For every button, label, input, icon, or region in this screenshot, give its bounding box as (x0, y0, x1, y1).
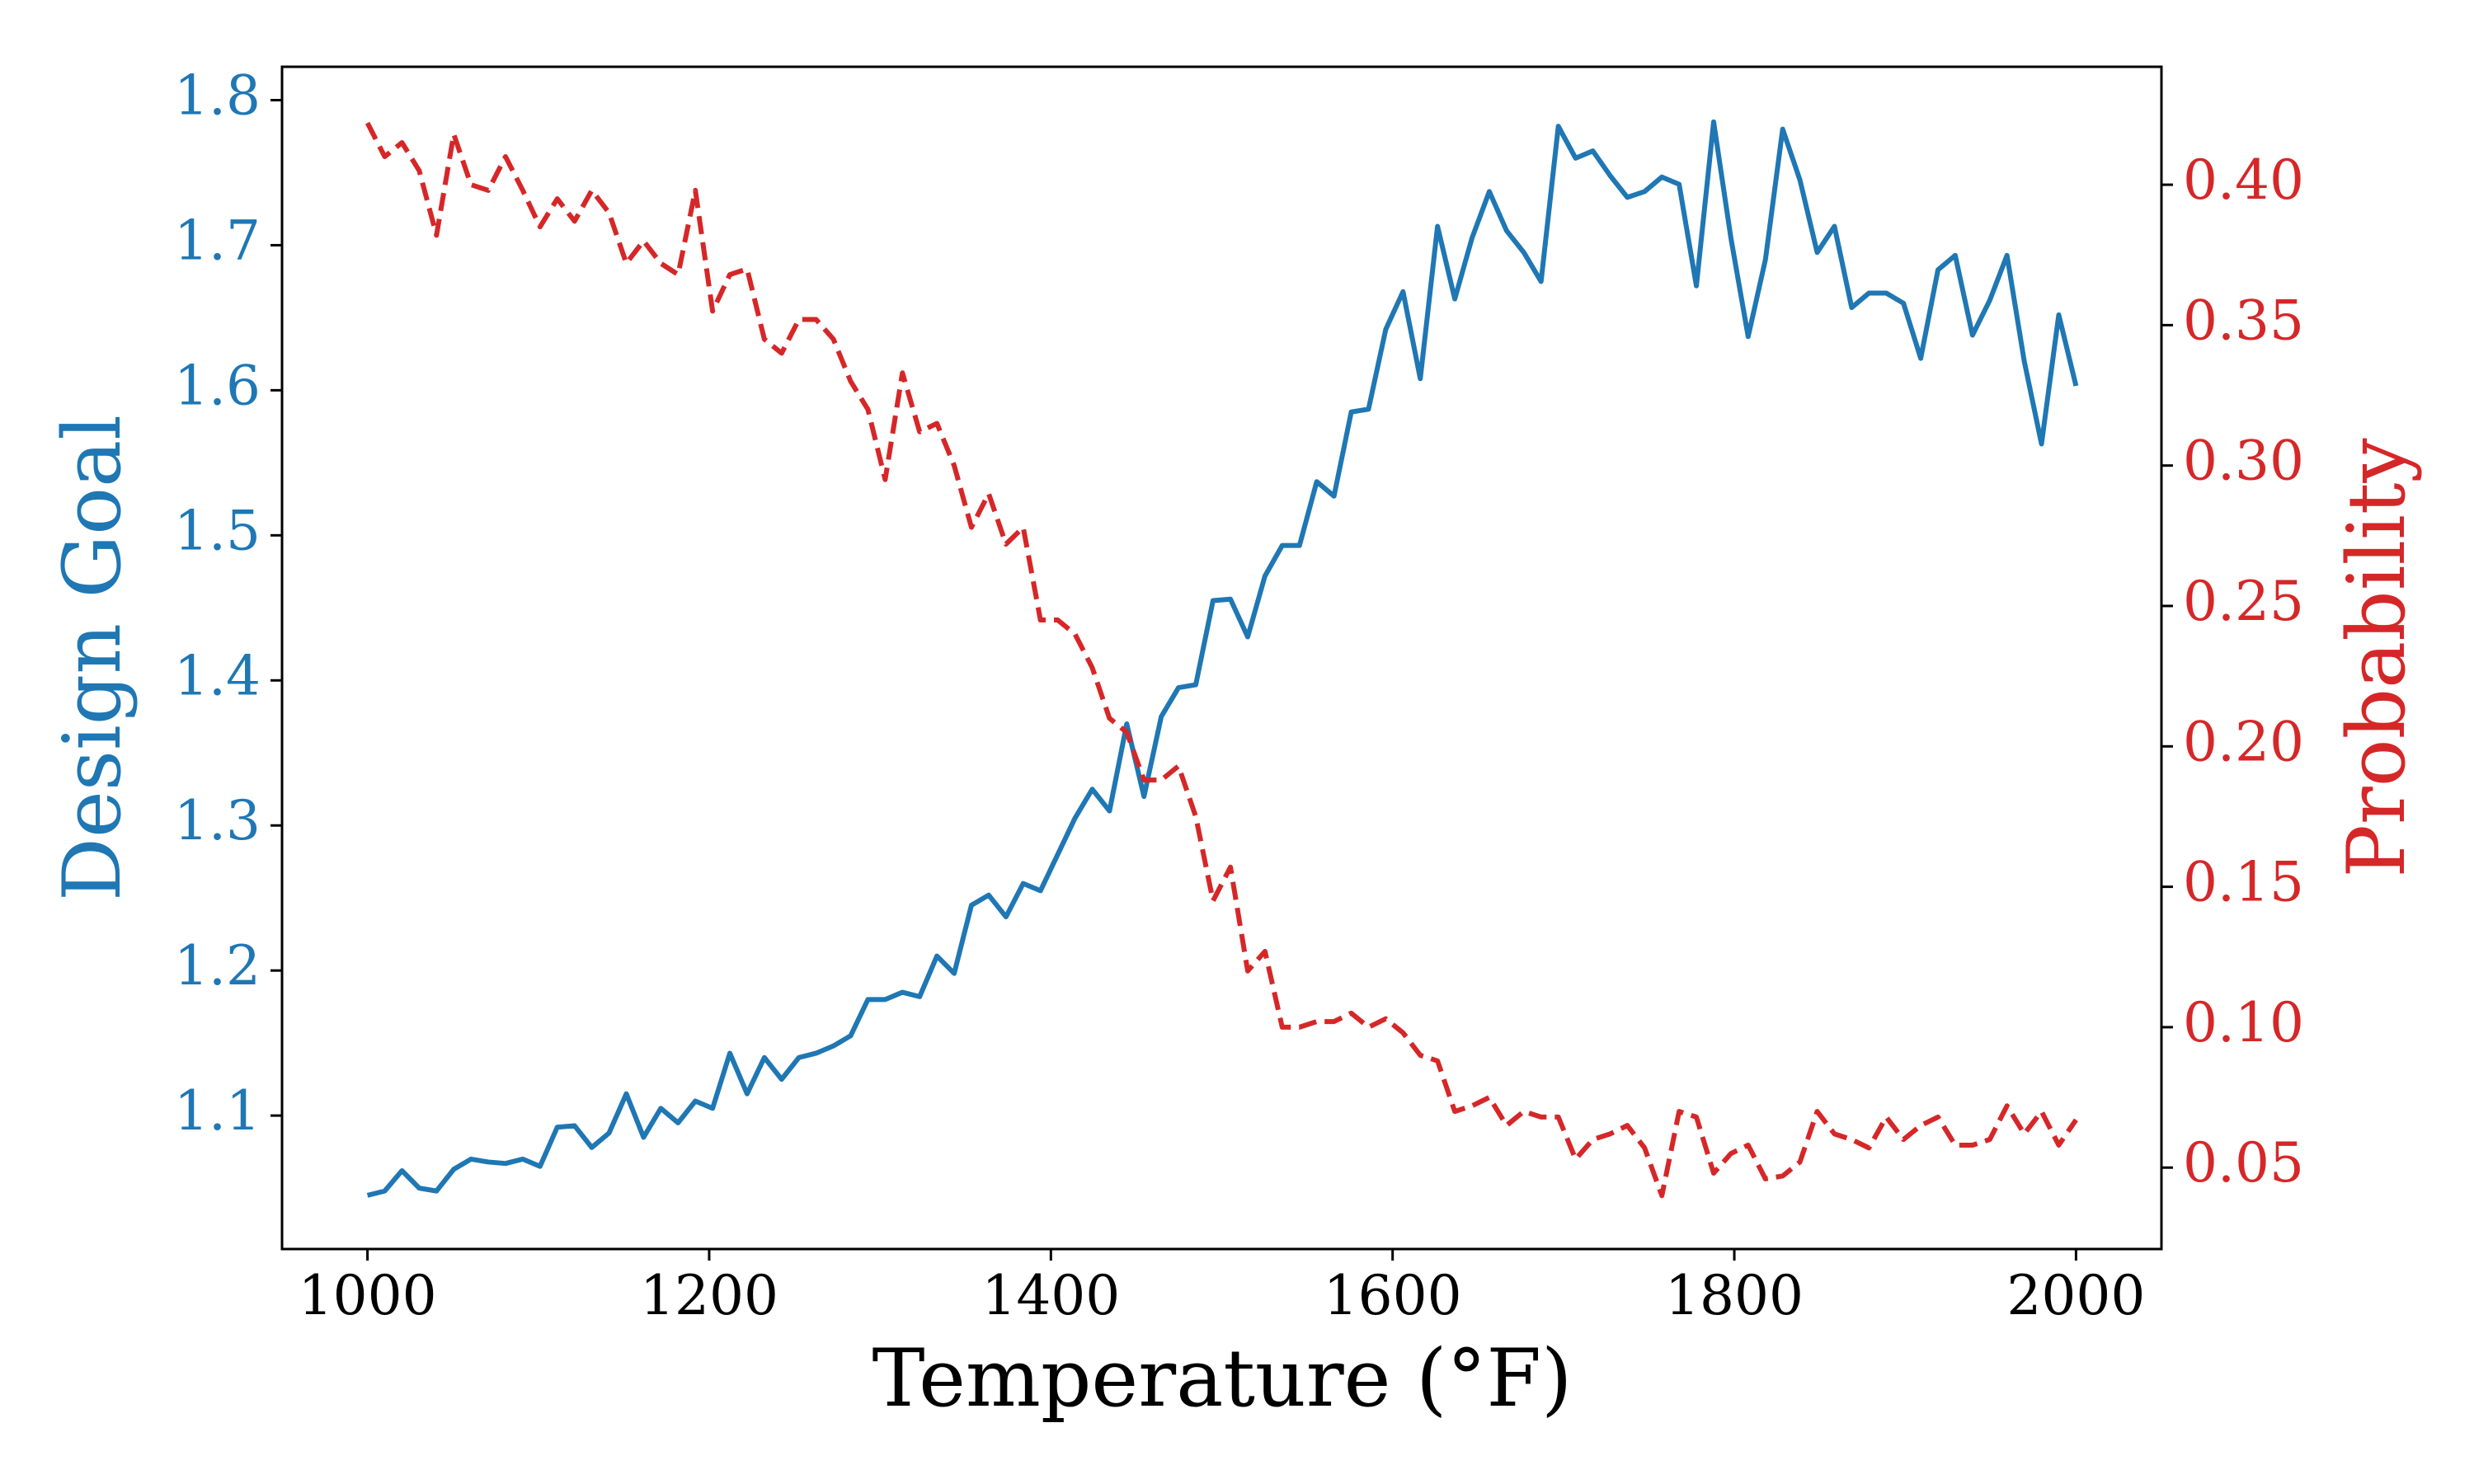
y2-tick-label: 0.20 (2183, 710, 2304, 773)
y-tick-label: 1.8 (174, 63, 261, 127)
y-tick-label: 1.7 (174, 209, 261, 272)
y-tick-label: 1.6 (174, 354, 261, 417)
plot-frame (280, 65, 2163, 1251)
y2-tick-label: 0.30 (2183, 430, 2304, 493)
x-tick-label: 1400 (981, 1264, 1120, 1327)
y-tick-label: 1.1 (174, 1079, 261, 1143)
x-tick-label: 1600 (1324, 1264, 1462, 1327)
y2-tick-label: 0.25 (2183, 570, 2304, 633)
y-tick-label: 1.4 (174, 644, 261, 707)
data-line (366, 119, 2079, 1198)
y2-tick-label: 0.05 (2183, 1131, 2304, 1195)
x-tick-label: 2000 (2006, 1264, 2145, 1327)
x-tick-label: 1200 (640, 1264, 778, 1327)
data-line (365, 121, 2078, 1199)
y-tick-label: 1.2 (174, 934, 261, 998)
y2-axis-label: Probability (2331, 438, 2423, 877)
y2-tick-label: 0.35 (2183, 289, 2304, 352)
x-tick-label: 1000 (299, 1264, 437, 1327)
x-axis-label: Temperature (°F) (872, 1332, 1573, 1425)
x-tick-label: 1800 (1665, 1264, 1804, 1327)
y2-tick-label: 0.10 (2183, 991, 2304, 1054)
y-tick-label: 1.3 (174, 789, 261, 852)
y2-tick-label: 0.40 (2183, 148, 2304, 212)
y-tick-label: 1.5 (174, 499, 261, 562)
y-axis-label: Design Goal (46, 415, 139, 901)
y2-tick-label: 0.15 (2183, 851, 2304, 914)
